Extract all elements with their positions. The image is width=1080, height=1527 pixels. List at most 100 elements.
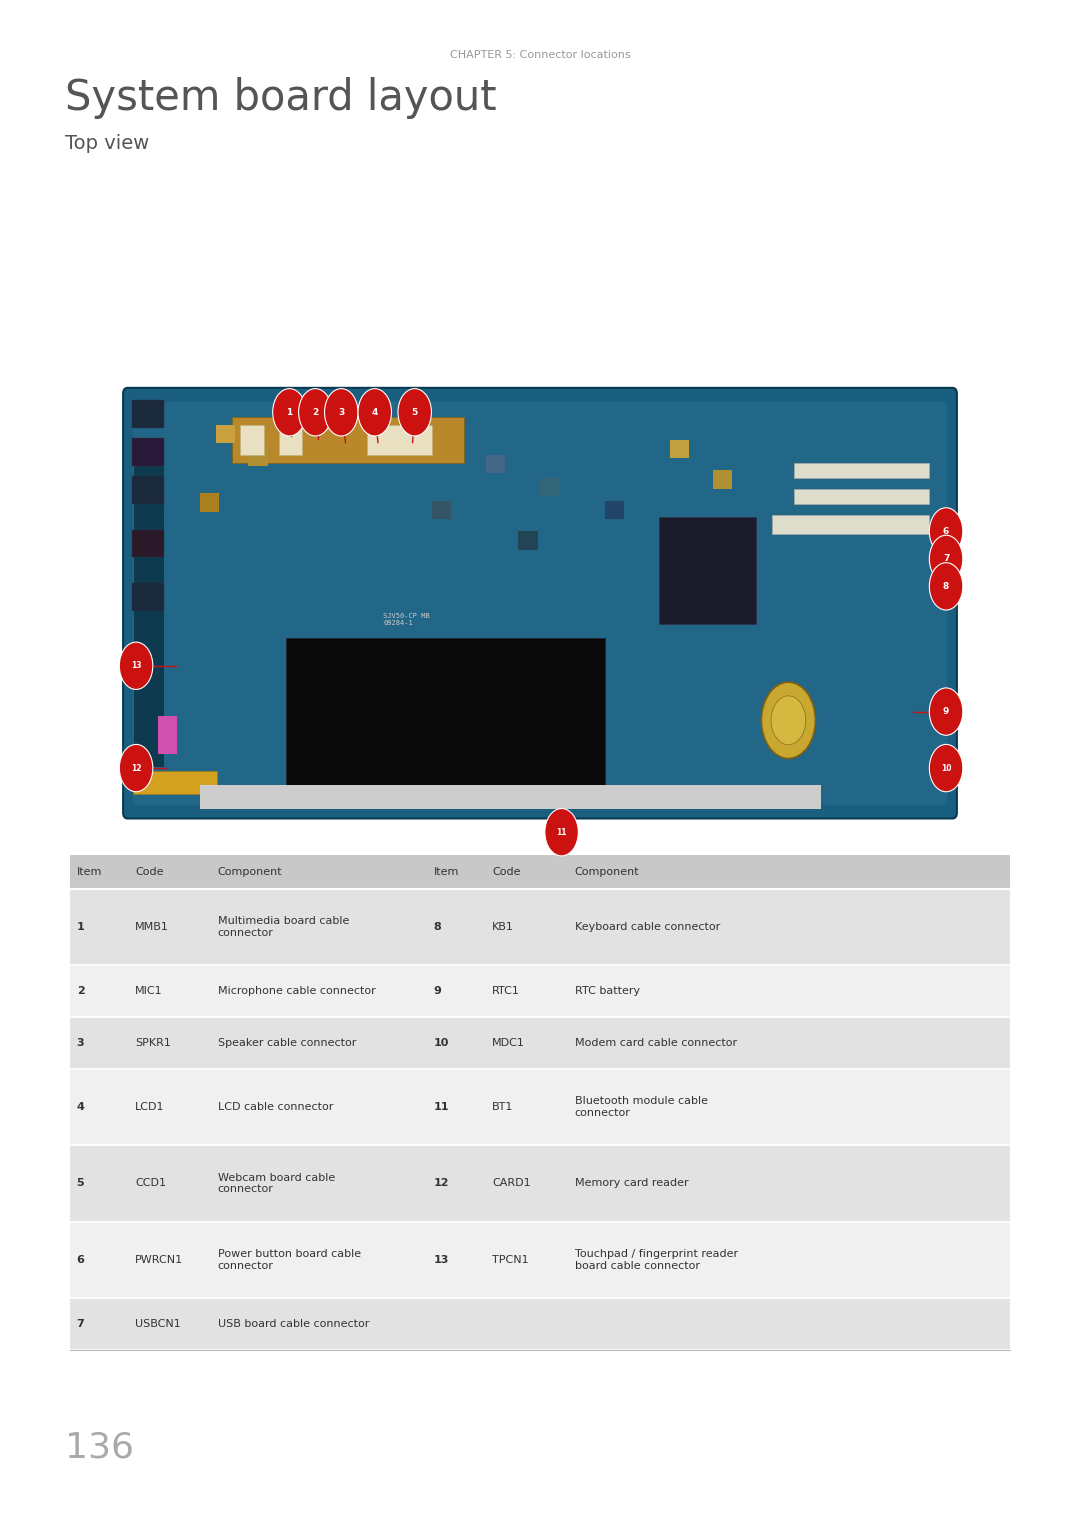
FancyBboxPatch shape xyxy=(132,530,164,557)
FancyBboxPatch shape xyxy=(133,771,217,794)
Text: 7: 7 xyxy=(943,554,949,563)
Text: LCD1: LCD1 xyxy=(135,1102,164,1112)
Text: 11: 11 xyxy=(556,828,567,837)
Text: Top view: Top view xyxy=(65,134,149,153)
Circle shape xyxy=(545,808,579,855)
Text: PWRCN1: PWRCN1 xyxy=(135,1255,184,1264)
Text: 2: 2 xyxy=(312,408,319,417)
FancyBboxPatch shape xyxy=(279,425,302,455)
FancyBboxPatch shape xyxy=(70,1017,1010,1069)
FancyBboxPatch shape xyxy=(540,478,559,496)
Text: Modem card cable connector: Modem card cable connector xyxy=(575,1038,737,1048)
Circle shape xyxy=(929,534,963,582)
FancyBboxPatch shape xyxy=(486,455,505,473)
FancyBboxPatch shape xyxy=(794,463,929,478)
Text: Power button board cable
connector: Power button board cable connector xyxy=(218,1249,361,1270)
Text: 2: 2 xyxy=(77,986,84,996)
Circle shape xyxy=(399,388,432,437)
FancyBboxPatch shape xyxy=(216,425,235,443)
Circle shape xyxy=(120,744,153,791)
FancyBboxPatch shape xyxy=(794,489,929,504)
Text: KB1: KB1 xyxy=(492,922,514,931)
Text: Component: Component xyxy=(575,867,639,876)
Text: System board layout: System board layout xyxy=(65,76,497,119)
FancyBboxPatch shape xyxy=(70,1222,1010,1298)
FancyBboxPatch shape xyxy=(659,518,756,625)
Text: 10: 10 xyxy=(434,1038,449,1048)
Text: 12: 12 xyxy=(434,1179,449,1188)
FancyBboxPatch shape xyxy=(518,531,538,550)
FancyBboxPatch shape xyxy=(605,501,624,519)
Text: RTC1: RTC1 xyxy=(492,986,519,996)
Text: Code: Code xyxy=(492,867,521,876)
Text: CARD1: CARD1 xyxy=(492,1179,530,1188)
Text: BT1: BT1 xyxy=(492,1102,513,1112)
FancyBboxPatch shape xyxy=(134,455,164,767)
FancyBboxPatch shape xyxy=(70,1069,1010,1145)
FancyBboxPatch shape xyxy=(133,402,947,805)
FancyBboxPatch shape xyxy=(132,400,164,428)
Circle shape xyxy=(929,744,963,791)
FancyBboxPatch shape xyxy=(670,440,689,458)
Circle shape xyxy=(929,687,963,734)
Text: 5: 5 xyxy=(411,408,418,417)
Text: SPKR1: SPKR1 xyxy=(135,1038,171,1048)
Circle shape xyxy=(929,507,963,554)
FancyBboxPatch shape xyxy=(772,515,929,534)
FancyBboxPatch shape xyxy=(200,493,219,512)
Text: USB board cable connector: USB board cable connector xyxy=(218,1319,369,1328)
Circle shape xyxy=(120,641,153,690)
Text: Webcam board cable
connector: Webcam board cable connector xyxy=(218,1173,335,1194)
Text: 12: 12 xyxy=(131,764,141,773)
FancyBboxPatch shape xyxy=(132,476,164,504)
Text: MIC1: MIC1 xyxy=(135,986,163,996)
Text: Touchpad / fingerprint reader
board cable connector: Touchpad / fingerprint reader board cabl… xyxy=(575,1249,738,1270)
FancyBboxPatch shape xyxy=(70,1145,1010,1222)
FancyBboxPatch shape xyxy=(367,425,432,455)
FancyBboxPatch shape xyxy=(123,388,957,818)
Text: Microphone cable connector: Microphone cable connector xyxy=(218,986,376,996)
Text: 5: 5 xyxy=(77,1179,84,1188)
Text: 13: 13 xyxy=(131,661,141,670)
Text: USBCN1: USBCN1 xyxy=(135,1319,180,1328)
Text: 3: 3 xyxy=(338,408,345,417)
Text: 11: 11 xyxy=(434,1102,449,1112)
Text: 136: 136 xyxy=(65,1431,134,1464)
Circle shape xyxy=(298,388,333,437)
Text: Multimedia board cable
connector: Multimedia board cable connector xyxy=(218,916,349,938)
Text: CCD1: CCD1 xyxy=(135,1179,166,1188)
Circle shape xyxy=(761,683,815,759)
FancyBboxPatch shape xyxy=(286,638,605,797)
Text: 8: 8 xyxy=(943,582,949,591)
FancyBboxPatch shape xyxy=(70,1298,1010,1350)
Circle shape xyxy=(929,563,963,609)
FancyBboxPatch shape xyxy=(432,501,451,519)
Text: 4: 4 xyxy=(77,1102,84,1112)
FancyBboxPatch shape xyxy=(240,425,264,455)
Text: 1: 1 xyxy=(77,922,84,931)
FancyBboxPatch shape xyxy=(232,417,464,463)
Text: Bluetooth module cable
connector: Bluetooth module cable connector xyxy=(575,1096,707,1118)
Text: CHAPTER 5: Connector locations: CHAPTER 5: Connector locations xyxy=(449,50,631,60)
Circle shape xyxy=(771,696,806,745)
Text: 6: 6 xyxy=(77,1255,84,1264)
FancyBboxPatch shape xyxy=(70,855,1010,889)
FancyBboxPatch shape xyxy=(70,889,1010,965)
FancyBboxPatch shape xyxy=(132,583,164,611)
FancyBboxPatch shape xyxy=(132,438,164,466)
Text: LCD cable connector: LCD cable connector xyxy=(218,1102,333,1112)
Text: Speaker cable connector: Speaker cable connector xyxy=(218,1038,356,1048)
Text: Component: Component xyxy=(218,867,282,876)
Text: 9: 9 xyxy=(943,707,949,716)
Text: Code: Code xyxy=(135,867,163,876)
Circle shape xyxy=(359,388,391,437)
Text: 3: 3 xyxy=(77,1038,84,1048)
Text: 6: 6 xyxy=(943,527,949,536)
FancyBboxPatch shape xyxy=(713,470,732,489)
Text: Memory card reader: Memory card reader xyxy=(575,1179,688,1188)
Circle shape xyxy=(325,388,359,437)
Text: 1: 1 xyxy=(286,408,293,417)
Text: TPCN1: TPCN1 xyxy=(492,1255,528,1264)
Circle shape xyxy=(272,388,307,437)
FancyBboxPatch shape xyxy=(200,785,821,809)
